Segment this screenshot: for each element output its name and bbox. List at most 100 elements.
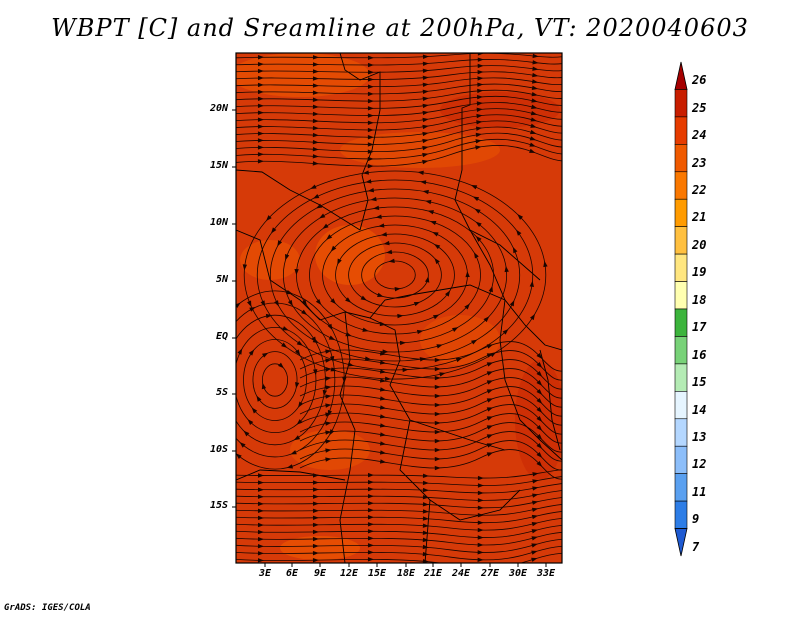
streamline-arrow — [379, 321, 386, 327]
streamline-arrow — [257, 159, 264, 164]
streamline — [299, 449, 562, 480]
streamline-arrow — [325, 349, 332, 354]
streamline-arrow — [293, 435, 301, 441]
streamline-arrow — [257, 131, 264, 136]
streamline — [236, 114, 562, 131]
streamline-arrow — [367, 550, 374, 555]
streamline-arrow — [367, 543, 374, 548]
streamline-arrow — [379, 450, 387, 455]
country-border — [369, 317, 506, 451]
streamline — [236, 53, 562, 59]
streamline-arrow — [430, 220, 437, 226]
streamline — [236, 108, 562, 124]
streamline — [299, 422, 562, 453]
streamline-arrow — [379, 432, 387, 437]
streamline-arrow — [257, 536, 264, 542]
lon-label: 6E — [285, 568, 299, 579]
streamline-arrow — [257, 75, 264, 81]
streamline-arrow — [285, 254, 290, 261]
streamline-arrow — [367, 508, 374, 513]
streamline-arrow — [536, 362, 543, 368]
country-border — [454, 53, 541, 281]
streamline-arrow — [367, 113, 374, 118]
streamline-arrow — [486, 452, 494, 457]
streamline-arrow — [486, 344, 494, 349]
streamline-arrow — [330, 298, 337, 305]
streamline — [243, 170, 547, 380]
streamline-arrow — [312, 522, 319, 528]
streamline-arrow — [486, 371, 494, 376]
streamline-arrow — [326, 234, 333, 240]
streamline-arrow — [347, 362, 354, 367]
streamline-arrow — [477, 483, 484, 488]
colorbar-label: 23 — [692, 155, 707, 170]
streamline-arrow — [477, 513, 484, 518]
streamline — [309, 215, 481, 335]
streamline-arrow — [312, 494, 319, 499]
streamline-arrow — [257, 473, 264, 478]
streamline-arrow — [417, 170, 424, 175]
colorbar-swatch — [674, 89, 688, 118]
streamline-arrow — [477, 498, 484, 503]
streamline-arrow — [367, 142, 374, 147]
streamline-arrow — [207, 347, 213, 354]
streamline-arrow — [531, 521, 539, 527]
streamline — [236, 102, 562, 116]
streamline-arrow — [367, 135, 374, 140]
streamline-arrow — [325, 394, 332, 399]
streamline-arrow — [439, 372, 446, 377]
streamline-arrow — [257, 89, 264, 95]
streamline-arrow — [434, 384, 441, 390]
streamline-arrow — [531, 550, 538, 555]
streamline-arrow — [422, 54, 429, 59]
colorbar-swatch — [674, 198, 688, 227]
streamline-arrow — [312, 154, 319, 159]
lat-label: 15N — [209, 160, 228, 171]
lon-label: 18E — [396, 568, 416, 579]
streamline-arrow — [471, 339, 478, 345]
streamline-arrow — [257, 544, 264, 549]
streamline-arrow — [486, 443, 494, 448]
streamline-arrow — [536, 443, 543, 449]
streamline-arrow — [367, 493, 374, 499]
streamline-arrow — [465, 271, 470, 278]
streamline-arrow — [370, 196, 377, 202]
streamline-arrow — [379, 378, 387, 383]
streamline-arrow — [329, 429, 335, 436]
streamline-arrow — [239, 442, 246, 448]
streamline-arrow — [532, 72, 539, 78]
streamline — [335, 233, 455, 317]
lon-label: 15E — [367, 568, 387, 579]
streamline-arrow — [464, 303, 470, 310]
colorbar-label: 26 — [692, 73, 707, 88]
streamline-arrow — [345, 332, 352, 337]
streamline-arrow — [477, 535, 484, 540]
streamline-arrow — [434, 438, 441, 444]
streamline-arrow — [434, 420, 441, 426]
streamline-arrow — [315, 298, 322, 306]
streamline-arrow — [294, 269, 299, 276]
streamline-arrow — [477, 76, 484, 81]
streamline-arrow — [536, 353, 543, 359]
colorbar-label: 19 — [692, 265, 707, 280]
streamline-arrow — [312, 550, 319, 556]
streamline-arrow — [532, 53, 539, 59]
streamline-arrow — [531, 536, 538, 541]
lat-label: 15S — [209, 500, 228, 511]
streamline-arrow — [422, 559, 429, 563]
streamline-arrow — [422, 131, 429, 137]
streamline-arrow — [475, 221, 482, 228]
streamline-arrow — [367, 98, 374, 104]
streamline-arrow — [367, 62, 374, 68]
lat-label: 10S — [209, 444, 228, 455]
streamline-arrow — [422, 152, 429, 158]
colorbar-swatch — [674, 363, 688, 392]
streamline-arrow — [422, 61, 429, 66]
wbpt-patch — [280, 536, 360, 560]
streamline-arrow — [243, 430, 250, 437]
streamline-arrow — [312, 161, 319, 166]
streamline-arrow — [475, 235, 482, 242]
footer-credit: GrADS: IGES/COLA — [4, 603, 91, 613]
streamline-arrow — [388, 258, 395, 263]
streamline-arrow — [436, 344, 443, 349]
